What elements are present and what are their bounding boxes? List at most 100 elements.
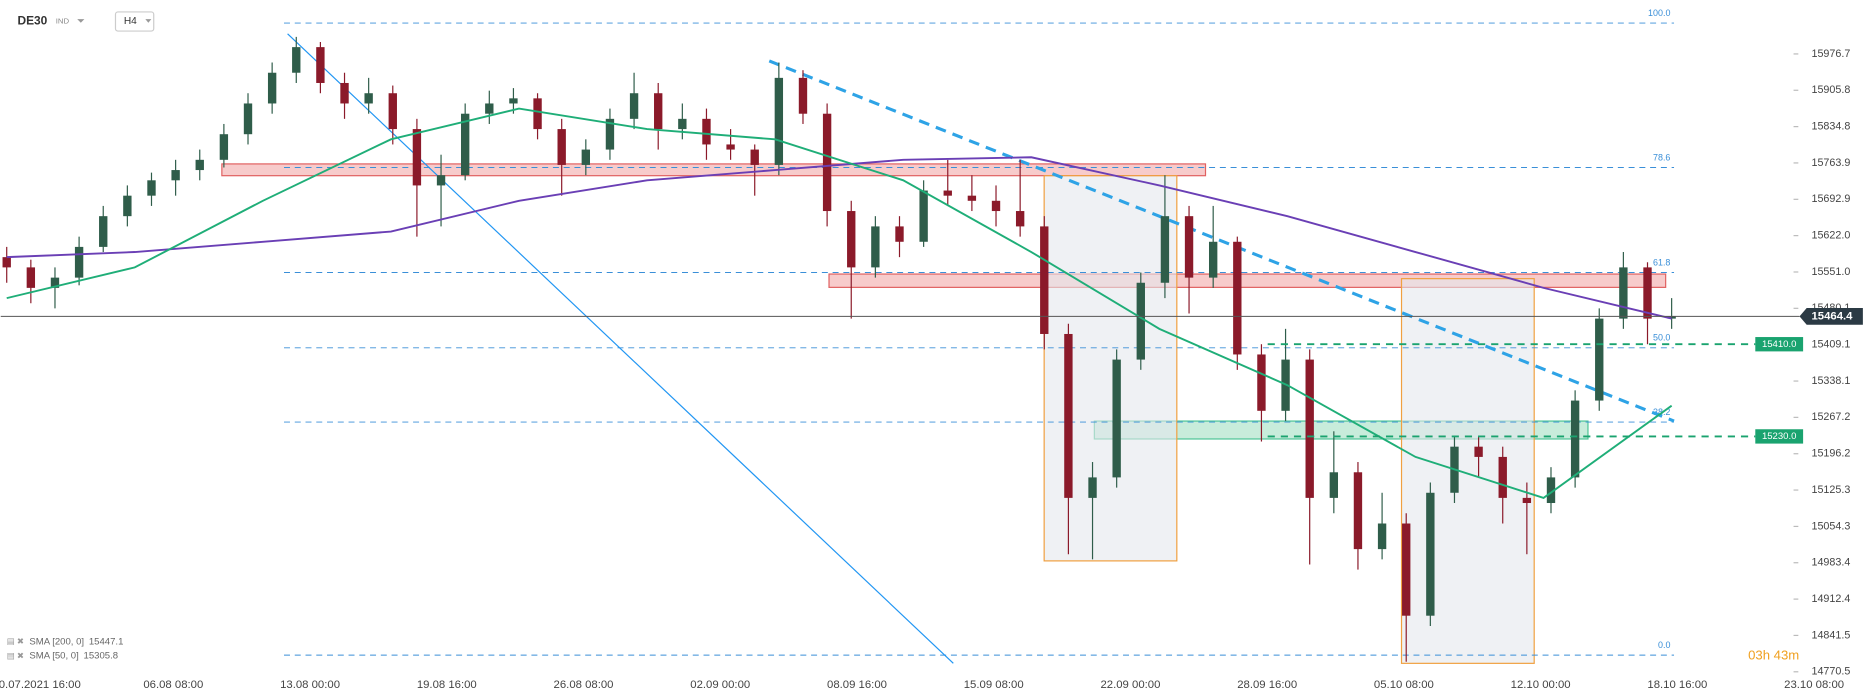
- y-tick-label: 15125.3: [1811, 484, 1850, 496]
- trend-line: [287, 33, 954, 664]
- candle-body: [581, 149, 591, 165]
- x-tick-label: 13.08 00:00: [280, 679, 340, 691]
- y-tick-label: 15763.9: [1811, 157, 1850, 169]
- candle-body: [316, 47, 325, 83]
- candle-body: [1305, 359, 1314, 498]
- candle-body: [702, 118, 711, 145]
- range-box: [1043, 175, 1178, 562]
- fib-label: 0.0: [1658, 640, 1670, 650]
- fib-label: 50.0: [1653, 333, 1670, 343]
- x-tick-label: 08.09 16:00: [827, 679, 887, 691]
- y-tick-label: 15622.0: [1811, 229, 1850, 241]
- x-tick-label: 05.10 08:00: [1374, 679, 1434, 691]
- level-badge: [1755, 337, 1804, 352]
- candle-body: [726, 144, 735, 150]
- candle-body: [243, 103, 253, 135]
- candle-body: [557, 129, 566, 165]
- candle-body: [1402, 523, 1411, 616]
- candle-body: [822, 113, 832, 212]
- x-tick-label: 06.08 08:00: [143, 679, 203, 691]
- legend-value: 15305.8: [84, 651, 119, 662]
- candle-body: [1619, 267, 1628, 319]
- candle-body: [871, 226, 880, 268]
- x-tick-label: 12.10 00:00: [1511, 679, 1571, 691]
- candle-body: [123, 195, 132, 217]
- candle-body: [1040, 226, 1049, 334]
- candle-body: [1233, 241, 1242, 355]
- candle-body: [750, 149, 759, 165]
- y-tick-label: 15267.2: [1811, 411, 1850, 423]
- candle-body: [509, 98, 518, 104]
- candle-body: [74, 246, 84, 278]
- zone: [828, 273, 1667, 288]
- y-tick-label: 14841.5: [1811, 629, 1850, 641]
- candle-body: [967, 195, 977, 201]
- candle-body: [1643, 267, 1652, 319]
- candle-body: [219, 134, 229, 160]
- candle-body: [485, 103, 494, 114]
- candle-body: [171, 170, 180, 181]
- candle-body: [1208, 241, 1218, 278]
- x-tick-label: 18.10 16:00: [1647, 679, 1707, 691]
- candle-body: [991, 200, 1001, 212]
- x-tick-label: 22.09 00:00: [1100, 679, 1160, 691]
- timeframe[interactable]: H4: [124, 16, 137, 27]
- y-tick-label: 14983.4: [1811, 557, 1850, 569]
- y-tick-label: 15692.9: [1811, 193, 1850, 205]
- candle-body: [412, 129, 422, 186]
- fib-label: 61.8: [1653, 257, 1670, 267]
- x-tick-label: 15.09 08:00: [964, 679, 1024, 691]
- dropdown-arrow[interactable]: [145, 19, 152, 23]
- last-price-label: 15464.4: [1811, 310, 1853, 322]
- y-tick-label: 15551.0: [1811, 266, 1850, 278]
- legend-icon: ▤ ✖: [7, 650, 24, 660]
- candle-body: [1474, 446, 1483, 457]
- candle-body: [919, 190, 928, 242]
- candle-body: [1064, 333, 1073, 498]
- candle-body: [943, 190, 952, 196]
- candle-body: [267, 72, 277, 104]
- x-tick-label: 23.10 08:00: [1784, 679, 1844, 691]
- dropdown-arrow[interactable]: [77, 19, 85, 23]
- symbol[interactable]: DE30: [17, 14, 47, 28]
- candle-body: [654, 93, 663, 130]
- y-tick-label: 14770.5: [1811, 666, 1850, 678]
- candle-body: [147, 180, 156, 196]
- candle-body: [364, 93, 373, 104]
- candle-body: [1184, 216, 1194, 278]
- y-tick-label: 14912.4: [1811, 593, 1850, 605]
- candle-body: [1353, 472, 1363, 550]
- legend-icon: ▤ ✖: [7, 636, 24, 646]
- candle-body: [798, 77, 808, 114]
- y-tick-label: 15834.8: [1811, 120, 1850, 132]
- candle-body: [1329, 472, 1339, 498]
- candle-body: [99, 216, 108, 247]
- candle-body: [340, 82, 349, 104]
- candle-body: [678, 118, 687, 130]
- range-box: [1400, 278, 1535, 664]
- candle-body: [629, 93, 639, 119]
- candle-body: [1546, 477, 1556, 504]
- candle-body: [1112, 359, 1121, 478]
- fib-label: 100.0: [1648, 8, 1670, 18]
- candle-body: [533, 98, 542, 130]
- candle-body: [1015, 211, 1025, 227]
- x-tick-label: 26.08 08:00: [554, 679, 614, 691]
- x-tick-label: 30.07.2021 16:00: [0, 679, 81, 691]
- candle-body: [50, 277, 60, 288]
- candle-body: [460, 113, 470, 176]
- candle-body: [195, 159, 204, 171]
- candle-body: [1377, 523, 1387, 550]
- candle-body: [2, 257, 11, 268]
- countdown: 03h 43m: [1748, 648, 1799, 663]
- candle-body: [774, 77, 784, 165]
- y-tick-label: 15338.1: [1811, 375, 1850, 387]
- candle-body: [1667, 316, 1676, 319]
- x-tick-label: 28.09 16:00: [1237, 679, 1297, 691]
- candle-body: [847, 211, 856, 268]
- timeframe-box[interactable]: [114, 11, 155, 32]
- candle-body: [436, 175, 446, 186]
- y-tick-label: 15054.3: [1811, 520, 1850, 532]
